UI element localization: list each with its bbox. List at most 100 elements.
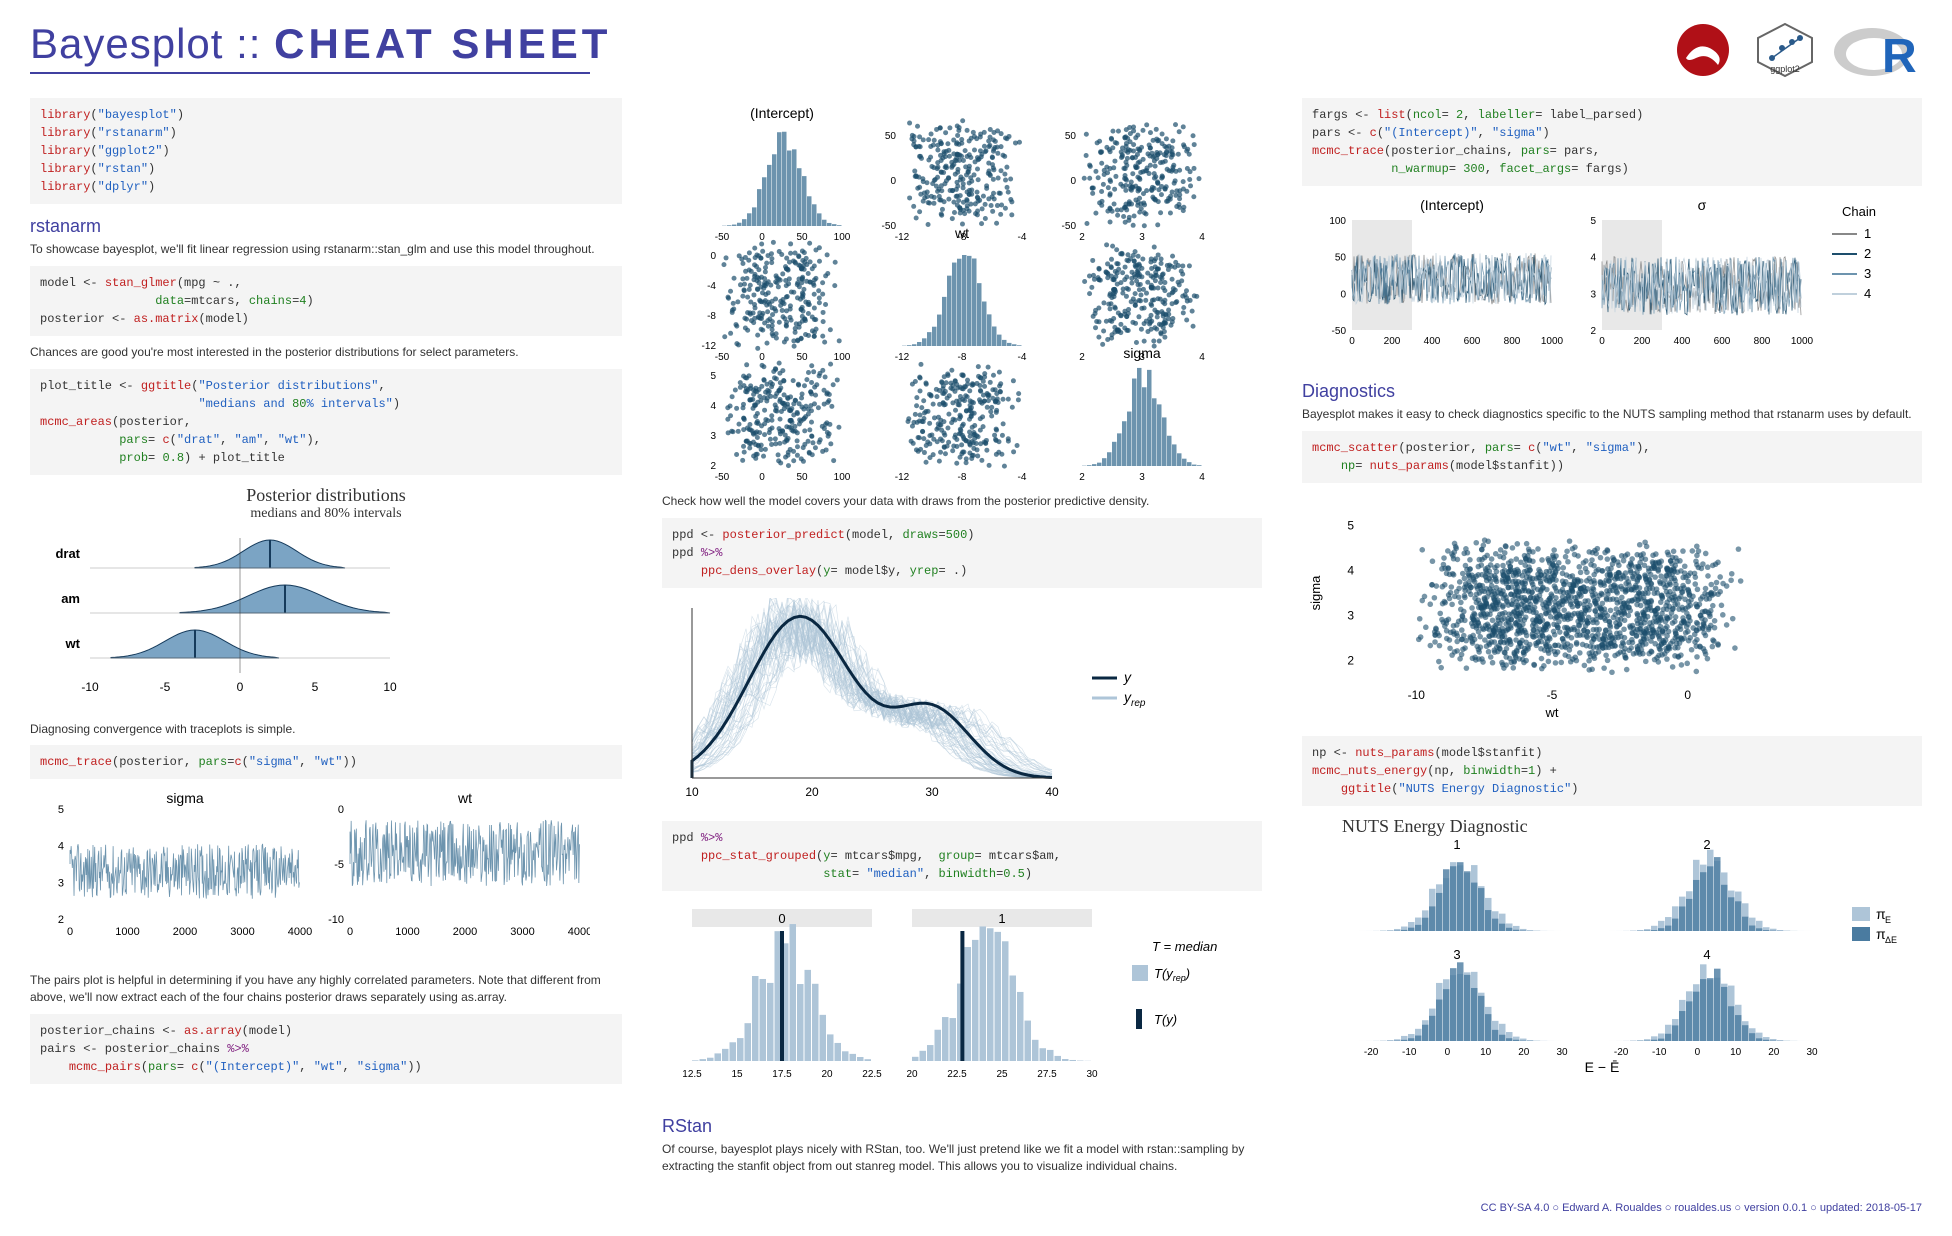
svg-text:-20: -20 bbox=[1364, 1047, 1379, 1058]
svg-text:22.5: 22.5 bbox=[947, 1069, 967, 1080]
areas-svg: dratamwt-10-50510 bbox=[30, 528, 410, 708]
code-mcmc-trace: mcmc_trace(posterior, pars=c("sigma", "w… bbox=[30, 745, 622, 779]
svg-text:-5: -5 bbox=[160, 680, 171, 694]
plot-dens-overlay: 10203040yyrep bbox=[662, 598, 1262, 811]
svg-text:3: 3 bbox=[1864, 266, 1871, 281]
svg-text:22.5: 22.5 bbox=[862, 1069, 882, 1080]
energy-title: NUTS Energy Diagnostic bbox=[1342, 816, 1922, 837]
svg-text:4: 4 bbox=[1199, 232, 1205, 243]
svg-text:-10: -10 bbox=[1402, 1047, 1417, 1058]
pairs-svg: (Intercept)-50050100-12-8-4-50050234-500… bbox=[662, 100, 1262, 480]
svg-text:50: 50 bbox=[796, 232, 808, 243]
svg-text:30: 30 bbox=[1086, 1069, 1098, 1080]
svg-text:400: 400 bbox=[1424, 336, 1441, 347]
svg-text:-50: -50 bbox=[1062, 221, 1077, 232]
svg-text:3000: 3000 bbox=[510, 926, 534, 938]
svg-text:2: 2 bbox=[58, 914, 64, 926]
svg-text:-12: -12 bbox=[702, 341, 717, 352]
svg-text:1: 1 bbox=[998, 911, 1005, 926]
svg-text:E − Ē: E − Ē bbox=[1585, 1059, 1620, 1075]
svg-text:-5: -5 bbox=[334, 859, 344, 871]
svg-text:-10: -10 bbox=[328, 914, 344, 926]
svg-text:4: 4 bbox=[1199, 472, 1205, 480]
plot-trace-chains: (Intercept)-5005010002004006008001000σ23… bbox=[1302, 196, 1922, 369]
svg-text:1000: 1000 bbox=[1541, 336, 1564, 347]
svg-text:25: 25 bbox=[996, 1069, 1008, 1080]
svg-text:-10: -10 bbox=[1408, 688, 1426, 702]
plot-scatter-wt-sigma: -10-502345wtsigma bbox=[1302, 493, 1922, 726]
svg-text:-8: -8 bbox=[707, 311, 716, 322]
section-rstanarm-desc: To showcase bayesplot, we'll fit linear … bbox=[30, 241, 622, 258]
svg-text:am: am bbox=[61, 591, 80, 606]
svg-text:ggplot2: ggplot2 bbox=[1770, 64, 1800, 74]
desc-pairs: The pairs plot is helpful in determining… bbox=[30, 972, 622, 1006]
svg-text:-12: -12 bbox=[895, 352, 910, 363]
svg-text:0: 0 bbox=[778, 911, 785, 926]
svg-text:30: 30 bbox=[1806, 1047, 1818, 1058]
svg-text:0: 0 bbox=[237, 680, 244, 694]
svg-text:50: 50 bbox=[796, 352, 808, 363]
svg-text:600: 600 bbox=[1714, 336, 1731, 347]
svg-text:10: 10 bbox=[383, 680, 397, 694]
columns: library("bayesplot") library("rstanarm")… bbox=[30, 90, 1922, 1182]
svg-text:4: 4 bbox=[1703, 947, 1710, 962]
svg-text:2000: 2000 bbox=[453, 926, 477, 938]
svg-text:-10: -10 bbox=[81, 680, 99, 694]
svg-text:5: 5 bbox=[58, 804, 64, 816]
svg-text:800: 800 bbox=[1504, 336, 1521, 347]
svg-text:0: 0 bbox=[759, 472, 765, 480]
svg-text:200: 200 bbox=[1384, 336, 1401, 347]
code-pairs: posterior_chains <- as.array(model) pair… bbox=[30, 1014, 622, 1084]
svg-text:50: 50 bbox=[885, 131, 897, 142]
svg-text:ΔE: ΔE bbox=[1885, 935, 1897, 945]
svg-text:-50: -50 bbox=[715, 352, 730, 363]
svg-text:0: 0 bbox=[759, 232, 765, 243]
title-block: Bayesplot :: CHEAT SHEET bbox=[30, 20, 611, 74]
svg-text:R: R bbox=[1882, 30, 1917, 80]
svg-text:3: 3 bbox=[1347, 608, 1354, 622]
svg-text:100: 100 bbox=[1329, 216, 1346, 227]
svg-text:-4: -4 bbox=[1018, 352, 1027, 363]
svg-text:T(y): T(y) bbox=[1154, 1012, 1177, 1027]
svg-text:0: 0 bbox=[338, 804, 344, 816]
svg-text:0: 0 bbox=[710, 251, 716, 262]
svg-text:wt: wt bbox=[954, 225, 969, 241]
svg-text:2: 2 bbox=[1590, 326, 1596, 337]
svg-text:3: 3 bbox=[1453, 947, 1460, 962]
svg-text:0: 0 bbox=[1070, 176, 1076, 187]
svg-text:0: 0 bbox=[1684, 688, 1691, 702]
svg-text:0: 0 bbox=[1599, 336, 1605, 347]
svg-text:-50: -50 bbox=[715, 472, 730, 480]
svg-text:20: 20 bbox=[1768, 1047, 1780, 1058]
svg-text:4: 4 bbox=[1347, 563, 1354, 577]
svg-text:Chain: Chain bbox=[1842, 204, 1876, 219]
svg-text:30: 30 bbox=[1556, 1047, 1568, 1058]
svg-text:800: 800 bbox=[1754, 336, 1771, 347]
svg-text:2: 2 bbox=[1079, 232, 1085, 243]
svg-text:2: 2 bbox=[1079, 472, 1085, 480]
code-ppd: ppd <- posterior_predict(model, draws=50… bbox=[662, 518, 1262, 588]
plot1-title: Posterior distributions bbox=[30, 485, 622, 506]
page-title: Bayesplot :: CHEAT SHEET bbox=[30, 20, 611, 68]
svg-text:2: 2 bbox=[1347, 653, 1354, 667]
svg-text:50: 50 bbox=[796, 472, 808, 480]
svg-text:400: 400 bbox=[1674, 336, 1691, 347]
svg-text:2: 2 bbox=[710, 461, 716, 472]
code-stat-grouped: ppd %>% ppc_stat_grouped(y= mtcars$mpg, … bbox=[662, 821, 1262, 891]
svg-text:50: 50 bbox=[1065, 131, 1077, 142]
svg-text:3000: 3000 bbox=[230, 926, 254, 938]
svg-text:0: 0 bbox=[347, 926, 353, 938]
svg-text:0: 0 bbox=[759, 352, 765, 363]
plot-trace-sigma-wt: sigma234501000200030004000wt-10-50010002… bbox=[30, 789, 622, 962]
svg-text:20: 20 bbox=[821, 1069, 833, 1080]
svg-text:sigma: sigma bbox=[1123, 345, 1161, 361]
plot-posterior-dist: Posterior distributions medians and 80% … bbox=[30, 485, 622, 711]
header: Bayesplot :: CHEAT SHEET ggplot2 R bbox=[30, 20, 1922, 80]
svg-text:y: y bbox=[1123, 669, 1132, 685]
svg-text:50: 50 bbox=[1335, 253, 1347, 264]
title-part2: CHEAT SHEET bbox=[274, 20, 611, 67]
svg-text:wt: wt bbox=[1545, 705, 1559, 720]
svg-text:0: 0 bbox=[890, 176, 896, 187]
dens-svg: 10203040yyrep bbox=[662, 598, 1222, 808]
svg-text:-20: -20 bbox=[1614, 1047, 1629, 1058]
